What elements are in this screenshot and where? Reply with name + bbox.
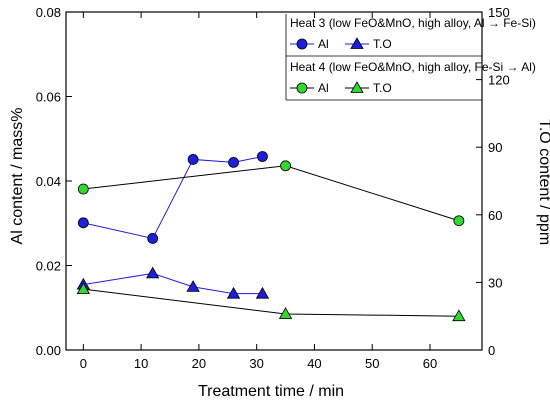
x-tick-label: 40 [307,356,321,371]
legend-entry-label: T.O [373,81,392,95]
heat-4-t-o-line [83,288,459,317]
heat-3-al-point [228,157,239,168]
legend-entry-label: Al [318,81,329,95]
legend-marker [350,81,364,93]
chart-legend: Heat 3 (low FeO&MnO, high alloy, Al → Fe… [285,14,536,101]
right-y-tick-label: 150 [488,5,510,20]
right-axis-title: T.O content / ppm [536,119,550,245]
legend-marker [296,38,308,50]
legend-entry-label: T.O [373,37,392,51]
right-y-tick-label: 60 [488,208,502,223]
legend-group-title: Heat 4 (low FeO&MnO, high alloy, Fe-Si →… [290,60,536,74]
x-axis-title: Treatment time / min [198,383,344,400]
heat-3-t-o-point [226,286,241,299]
heat-3-t-o-point [145,266,160,279]
right-y-tick-label: 0 [488,343,495,358]
left-y-tick-label: 0.06 [36,90,61,105]
heat-4-al-point [77,183,89,195]
heat-3-t-o-point [186,280,200,292]
heat-3-al-point [257,151,268,162]
heat-3-t-o-series [76,266,270,299]
x-tick-label: 20 [192,356,206,371]
heat-3-t-o-point [255,286,270,299]
left-y-tick-label: 0.08 [36,5,61,20]
heat-3-al-point [147,233,159,244]
heat-4-t-o-series [76,282,466,322]
heat-4-al-point [453,215,465,227]
legend-marker [350,37,364,49]
left-y-tick-label: 0.02 [36,259,61,274]
chart-axes: 0 10 20 30 40 50 60 0.00 0.02 0.04 0.06 0.08 0 30 60 90… [36,5,510,371]
x-tick-label: 30 [249,356,263,371]
legend-entry-label: Al [318,37,329,51]
x-tick-label: 60 [423,356,437,371]
right-y-tick-label: 120 [488,73,510,88]
legend-group-title: Heat 3 (low FeO&MnO, high alloy, Al → Fe… [290,16,536,30]
heat-3-al-series [77,151,268,244]
heat-4-t-o-point [76,282,91,295]
left-y-tick-label: 0.04 [36,174,61,189]
heat-3-al-point [187,154,199,165]
x-tick-label: 10 [134,356,148,371]
heat-4-t-o-point [278,307,293,319]
heat-4-al-series [77,160,465,227]
heat-3-al-point [77,217,89,229]
chart-series [76,151,466,322]
heat-4-al-point [280,160,291,172]
right-y-tick-label: 90 [488,140,502,155]
heat-4-al-line [83,165,460,222]
legend-marker [296,82,308,94]
heat-3-al-line [83,156,263,240]
x-tick-label: 50 [365,356,379,371]
left-axis-title: Al content / mass% [9,108,26,245]
left-y-tick-label: 0.00 [36,343,61,358]
x-tick-label: 0 [80,356,87,371]
heat-4-t-o-point [452,309,466,322]
right-y-tick-label: 30 [488,275,502,290]
